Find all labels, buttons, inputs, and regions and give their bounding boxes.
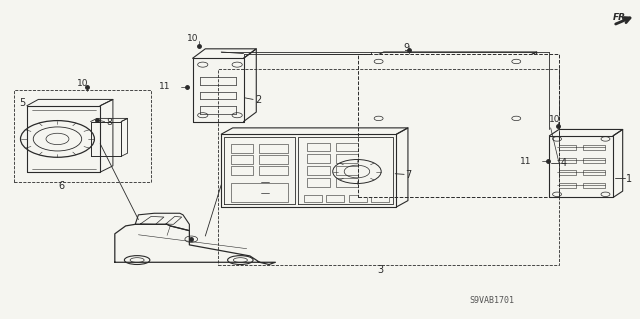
Bar: [259, 144, 288, 152]
Bar: [231, 166, 253, 175]
Text: 3: 3: [378, 265, 383, 275]
Text: 9: 9: [403, 43, 409, 53]
Bar: [307, 154, 330, 163]
Bar: [557, 170, 576, 175]
Text: 10: 10: [187, 34, 198, 43]
Bar: [557, 145, 576, 150]
Bar: [326, 195, 344, 202]
Bar: [218, 69, 559, 265]
Text: 4: 4: [560, 158, 566, 168]
Bar: [259, 155, 288, 164]
Bar: [582, 183, 605, 188]
Text: 5: 5: [19, 98, 26, 108]
Bar: [557, 183, 576, 188]
Text: FR.: FR.: [613, 13, 630, 22]
Bar: [349, 195, 367, 202]
Bar: [422, 100, 470, 106]
Text: 11: 11: [159, 82, 170, 91]
Bar: [307, 167, 330, 175]
Text: 11: 11: [520, 157, 532, 166]
Bar: [582, 145, 605, 150]
Bar: [231, 183, 288, 202]
Text: 7: 7: [405, 170, 412, 180]
Bar: [379, 89, 413, 94]
Bar: [358, 54, 559, 197]
Bar: [379, 77, 413, 83]
Bar: [259, 166, 288, 175]
Bar: [557, 158, 576, 163]
Bar: [231, 144, 253, 152]
Bar: [422, 66, 470, 71]
Bar: [422, 77, 470, 83]
Text: 10: 10: [77, 79, 89, 88]
Bar: [582, 158, 605, 163]
Bar: [304, 195, 322, 202]
Bar: [307, 143, 330, 151]
Bar: [336, 143, 358, 151]
Bar: [582, 170, 605, 175]
Text: 1: 1: [626, 174, 632, 184]
Text: 8: 8: [106, 118, 111, 127]
Bar: [336, 178, 358, 187]
Bar: [336, 167, 358, 175]
Bar: [422, 89, 470, 94]
Bar: [231, 155, 253, 164]
Bar: [336, 154, 358, 163]
Bar: [14, 90, 151, 182]
Bar: [307, 178, 330, 187]
Bar: [379, 66, 413, 71]
Bar: [371, 195, 389, 202]
Text: S9VAB1701: S9VAB1701: [470, 296, 515, 305]
Text: 10: 10: [548, 115, 560, 124]
Text: 2: 2: [255, 95, 261, 105]
Text: 6: 6: [59, 182, 65, 191]
